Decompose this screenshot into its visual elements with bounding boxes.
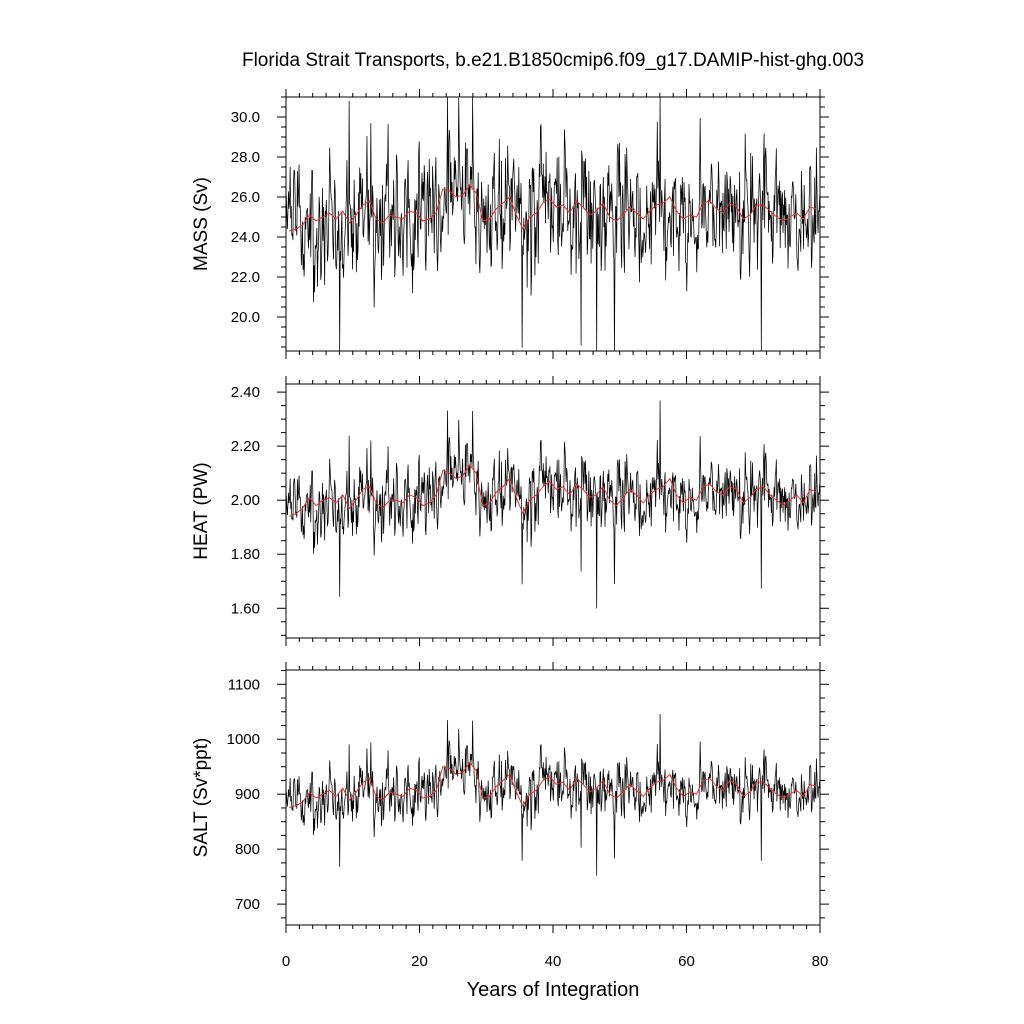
y-tick-label: 800	[235, 841, 260, 858]
y-tick-label: 2.20	[231, 438, 260, 455]
y-axis-label: HEAT (PW)	[191, 462, 212, 559]
y-tick-label: 28.0	[231, 149, 260, 166]
y-tick-label: 20.0	[231, 309, 260, 326]
y-tick-label: 22.0	[231, 269, 260, 286]
chart-title: Florida Strait Transports, b.e21.B1850cm…	[242, 50, 864, 71]
series-monthly-line	[285, 713, 821, 876]
y-tick-label: 1000	[227, 731, 260, 748]
y-tick-label: 1.80	[231, 546, 260, 563]
y-tick-label: 700	[235, 896, 260, 913]
y-tick-label: 900	[235, 786, 260, 803]
series-annual-mean-line	[289, 184, 817, 232]
x-axis-label: Years of Integration	[467, 979, 640, 1001]
series-monthly-line	[285, 400, 821, 609]
y-tick-label: 24.0	[231, 229, 260, 246]
y-tick-label: 2.40	[231, 384, 260, 401]
series-annual-mean-line	[289, 761, 817, 808]
y-tick-label: 26.0	[231, 189, 260, 206]
series-monthly-line	[285, 96, 821, 352]
x-tick-label: 40	[545, 953, 562, 970]
y-tick-label: 1.60	[231, 600, 260, 617]
y-tick-label: 2.00	[231, 492, 260, 509]
y-tick-label: 1100	[228, 676, 260, 693]
y-axis-label: SALT (Sv*ppt)	[191, 738, 212, 858]
x-tick-label: 20	[411, 953, 428, 970]
series-annual-mean-line	[289, 464, 817, 517]
x-tick-label: 80	[812, 953, 829, 970]
x-tick-label: 60	[678, 953, 695, 970]
y-axis-label: MASS (Sv)	[191, 177, 212, 271]
x-tick-label: 0	[282, 953, 290, 970]
y-tick-label: 30.0	[231, 109, 260, 126]
